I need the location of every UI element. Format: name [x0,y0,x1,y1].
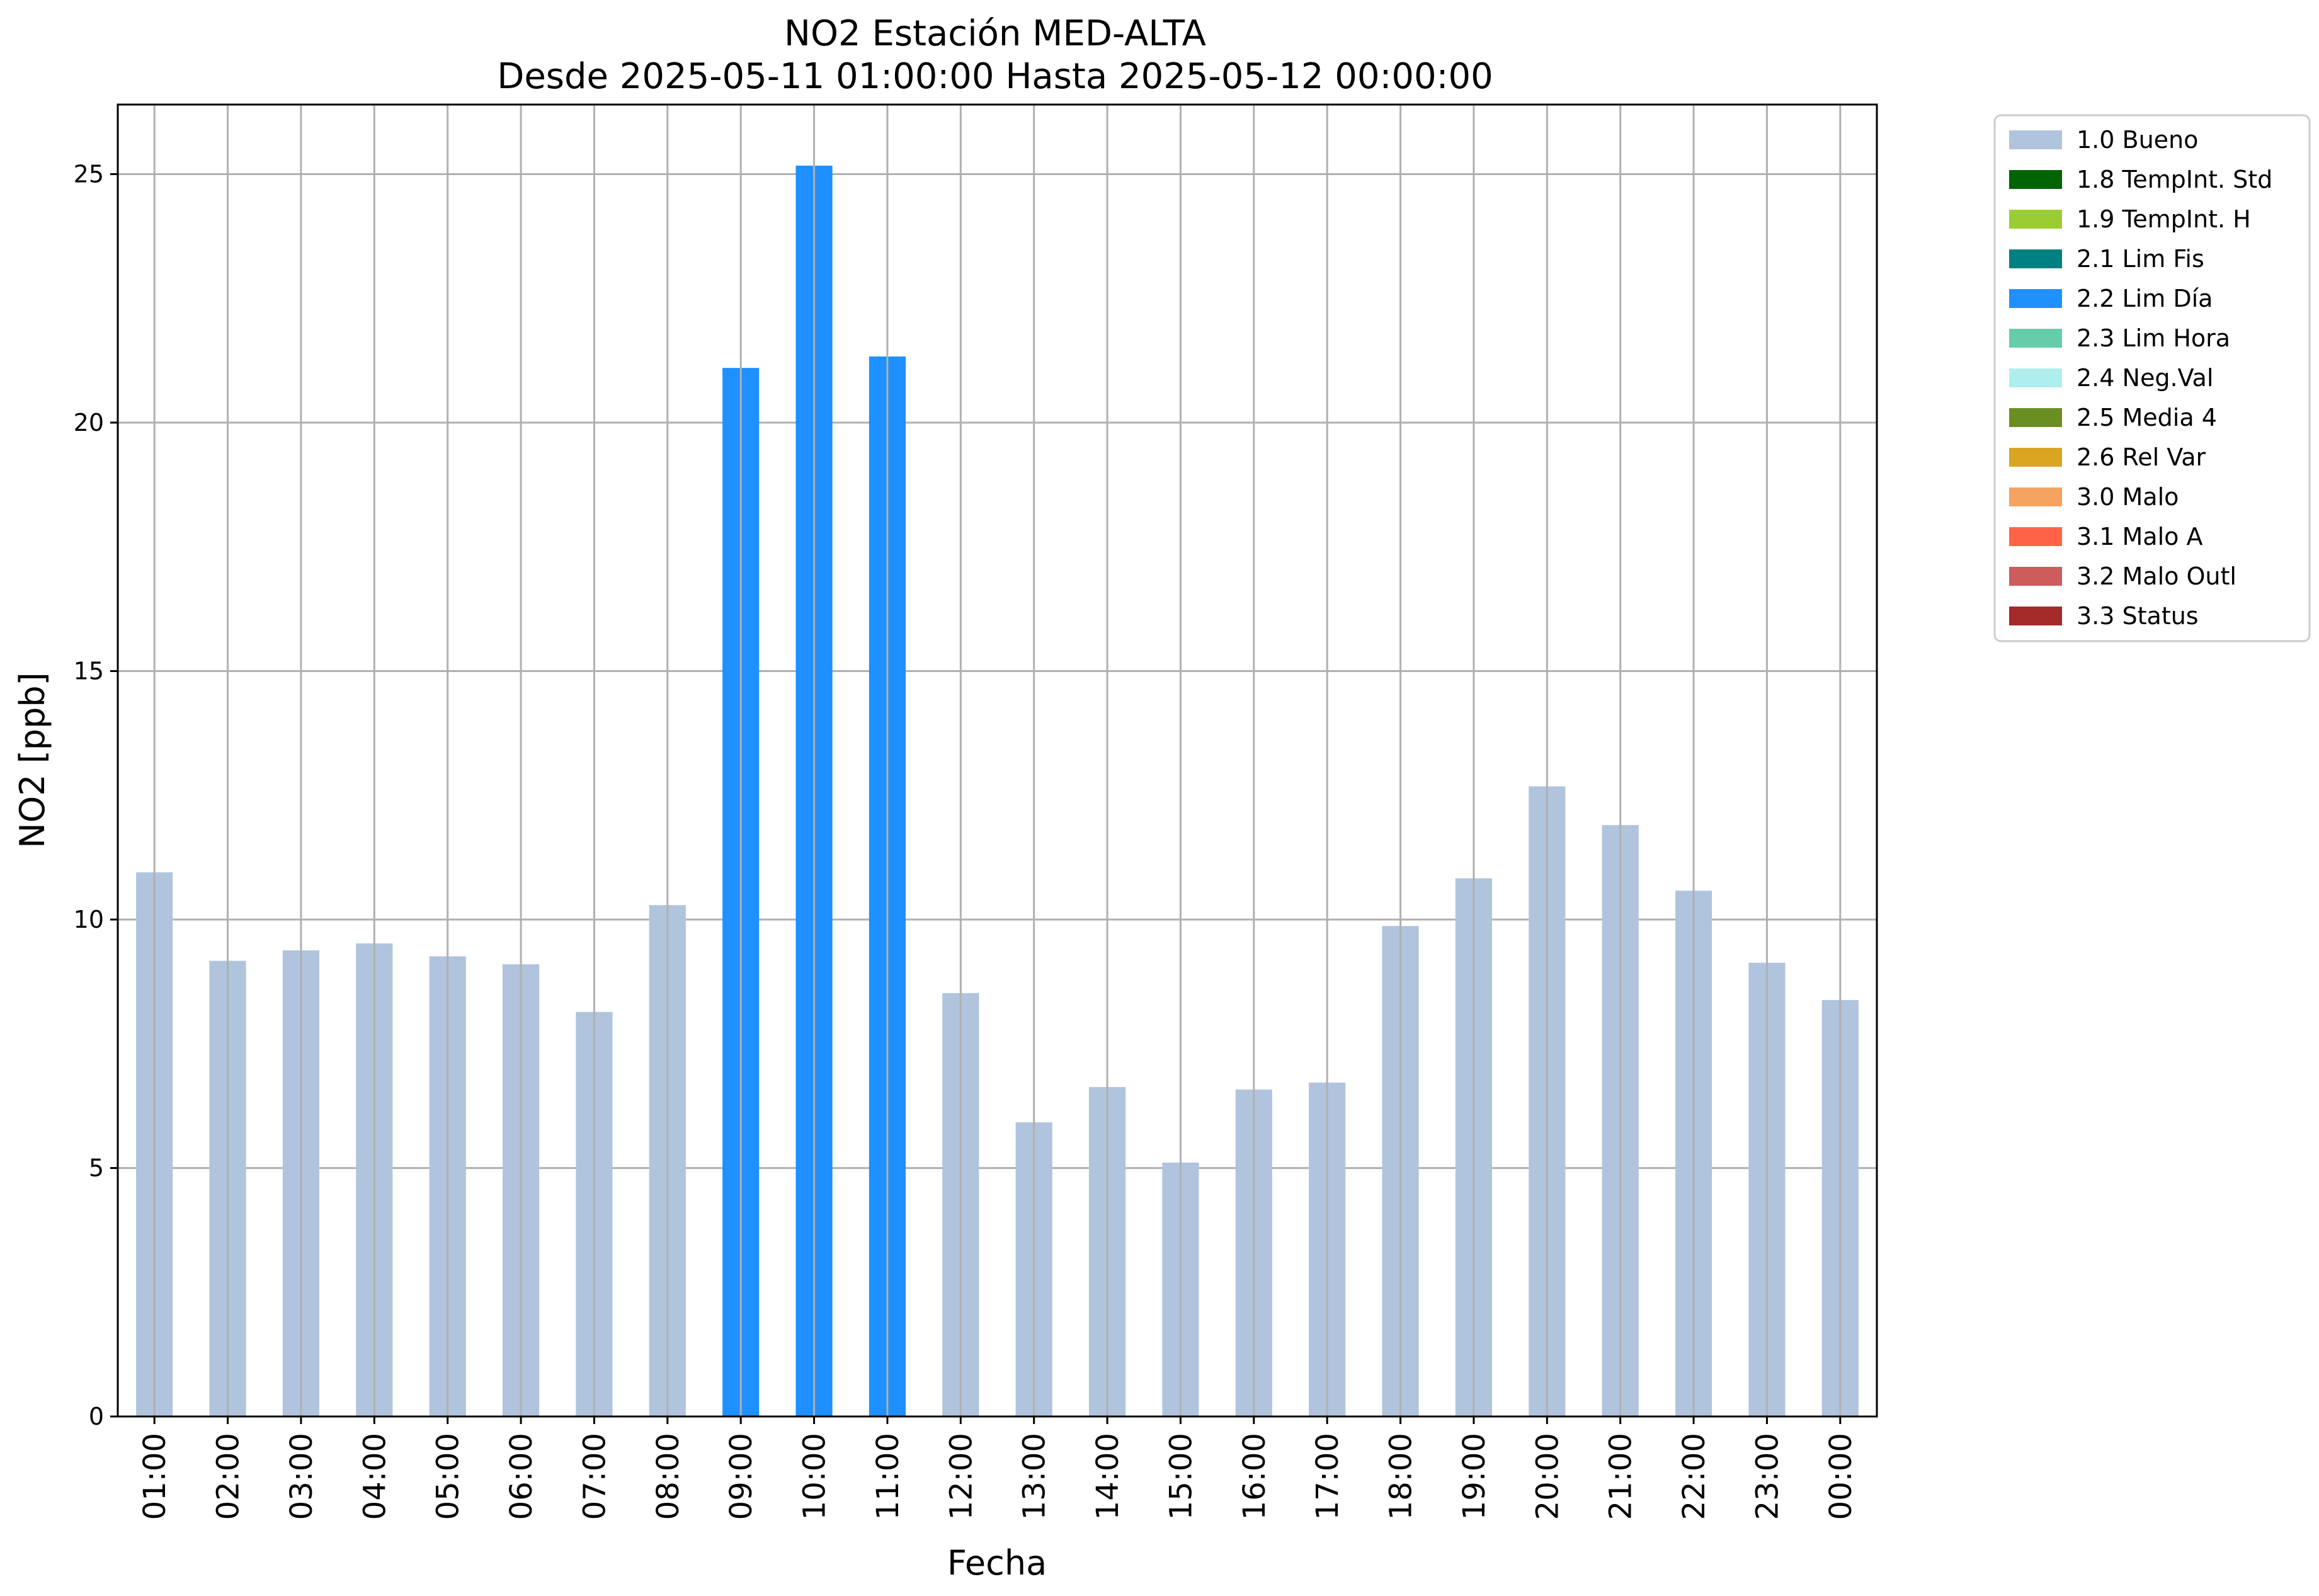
x-tick-label: 11:00 [870,1433,906,1520]
x-tick-label: 13:00 [1017,1433,1052,1520]
x-tick-label: 07:00 [577,1433,612,1520]
legend-swatch [2009,448,2062,467]
x-tick-label: 03:00 [284,1433,319,1520]
legend-swatch [2009,408,2062,427]
x-tick-label: 21:00 [1604,1433,1639,1520]
legend: 1.0 Bueno 1.8 TempInt. Std 1.9 TempInt. H 2… [1993,114,2311,642]
legend-swatch [2009,170,2062,189]
y-tick-label: 5 [89,1154,104,1182]
x-tick-label: 06:00 [504,1433,539,1520]
bars [136,166,1859,1417]
legend-swatch [2009,130,2062,149]
legend-label: 2.4 Neg.Val [2077,364,2213,392]
x-tick-label: 05:00 [431,1433,466,1520]
legend-swatch [2009,527,2062,546]
x-tick-label: 20:00 [1530,1433,1565,1520]
legend-label: 1.8 TempInt. Std [2077,166,2272,193]
y-axis-label: NO2 [ppb] [13,672,52,848]
legend-swatch [2009,249,2062,268]
y-tick-label: 20 [74,409,104,436]
legend-label: 3.2 Malo Outl [2077,562,2236,590]
x-tick-label: 19:00 [1457,1433,1492,1520]
legend-label: 2.3 Lim Hora [2077,324,2230,352]
y-tick-label: 0 [89,1403,104,1430]
y-tick-label: 15 [74,657,104,685]
y-axis-ticks: 0 5 10 15 20 25 [74,160,118,1430]
x-tick-label: 18:00 [1384,1433,1419,1520]
legend-label: 3.3 Status [2077,602,2199,630]
legend-swatch [2009,289,2062,308]
legend-label: 1.0 Bueno [2077,126,2198,154]
legend-label: 3.0 Malo [2077,483,2179,511]
x-tick-label: 04:00 [357,1433,392,1520]
x-tick-label: 02:00 [211,1433,246,1520]
plot-frame [117,103,1878,1418]
chart-subtitle: Desde 2025-05-11 01:00:00 Hasta 2025-05-… [497,56,1493,97]
x-axis-label: Fecha [947,1543,1047,1583]
legend-swatch [2009,607,2062,625]
legend-swatch [2009,487,2062,506]
x-tick-label: 00:00 [1823,1433,1859,1520]
x-tick-label: 14:00 [1090,1433,1125,1520]
x-tick-label: 09:00 [724,1433,759,1520]
legend-swatch [2009,368,2062,387]
legend-label: 1.9 TempInt. H [2077,205,2251,233]
legend-swatch [2009,329,2062,348]
vertical-grid-lines [153,105,1842,1416]
legend-label: 2.6 Rel Var [2077,443,2206,471]
x-tick-label: 01:00 [137,1433,173,1520]
chart-title: NO2 Estación MED-ALTA [784,13,1206,54]
x-tick-label: 15:00 [1163,1433,1199,1520]
x-axis-ticks: 01:00 02:00 03:00 04:00 05:00 06:00 07:00 08:00… [137,1416,1859,1520]
legend-label: 2.1 Lim Fis [2077,245,2204,273]
legend-swatch [2009,210,2062,229]
legend-label: 3.1 Malo A [2077,523,2202,550]
x-tick-label: 16:00 [1237,1433,1272,1520]
legend-label: 2.2 Lim Día [2077,285,2213,312]
legend-frame [1993,114,2311,642]
y-tick-label: 25 [74,160,104,188]
x-tick-label: 17:00 [1310,1433,1345,1520]
legend-swatch [2009,567,2062,586]
x-tick-label: 08:00 [651,1433,686,1520]
x-tick-label: 10:00 [797,1433,833,1520]
x-tick-label: 22:00 [1677,1433,1712,1520]
y-tick-label: 10 [74,906,104,933]
legend-label: 2.5 Media 4 [2077,404,2217,431]
x-tick-label: 12:00 [943,1433,979,1520]
x-tick-label: 23:00 [1750,1433,1785,1520]
